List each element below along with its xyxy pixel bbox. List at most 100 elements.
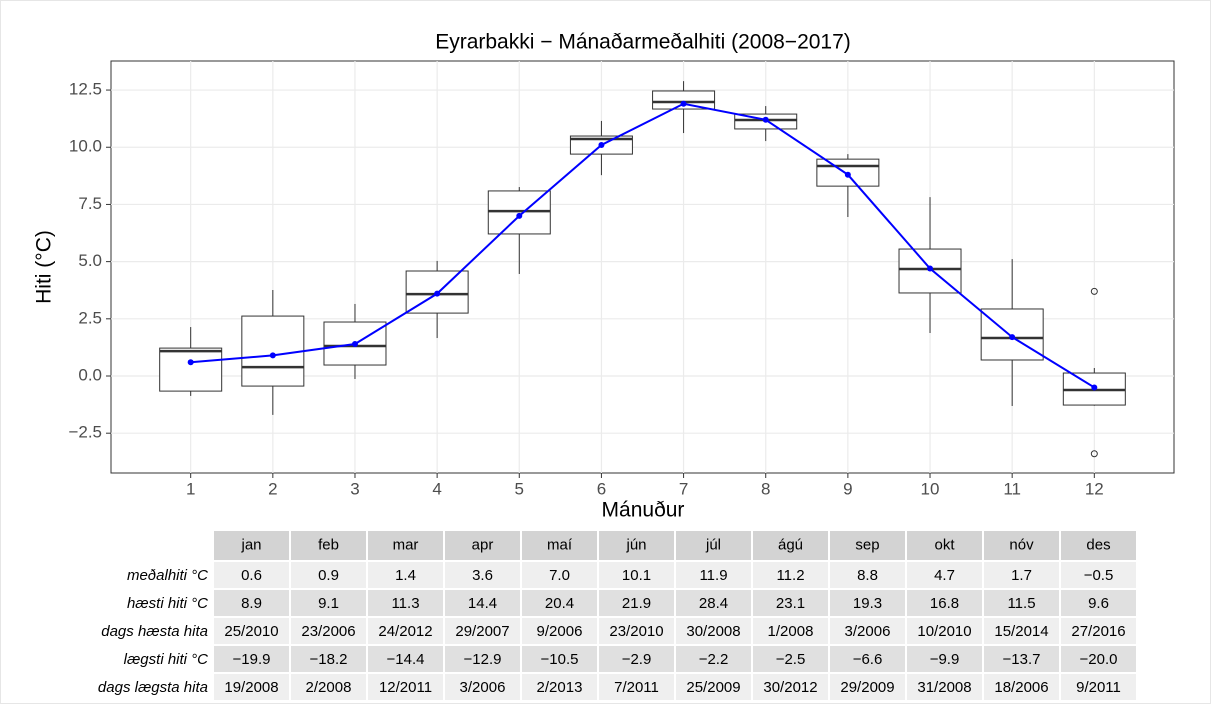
plot-panel xyxy=(110,60,1175,474)
cell xyxy=(830,618,905,644)
y-tick-label: 2.5 xyxy=(78,308,102,327)
cell xyxy=(599,618,674,644)
row-label: lægsti hiti °C xyxy=(124,651,209,668)
cell-text: 31/2008 xyxy=(917,679,971,696)
cell-text: 19.3 xyxy=(853,595,882,612)
cell-text: 2/2013 xyxy=(537,679,583,696)
cell-text: 7/2011 xyxy=(614,679,659,696)
cell xyxy=(214,646,289,672)
cell-text: 25/2009 xyxy=(686,679,740,696)
cell xyxy=(599,646,674,672)
cell xyxy=(1061,674,1136,700)
cell xyxy=(214,618,289,644)
x-tick-label: 12 xyxy=(1085,479,1104,498)
cell-text: 23/2006 xyxy=(301,623,355,640)
cell xyxy=(368,674,443,700)
cell xyxy=(599,674,674,700)
cell-text: 14.4 xyxy=(468,595,497,612)
x-tick-label: 1 xyxy=(186,479,195,498)
cell-text: −20.0 xyxy=(1080,651,1118,668)
cell xyxy=(522,562,597,588)
mean-point xyxy=(1091,384,1098,391)
cell-text: 4.7 xyxy=(934,567,955,584)
cell xyxy=(368,646,443,672)
cell-text: 0.9 xyxy=(318,567,339,584)
cell-text: 27/2016 xyxy=(1071,623,1125,640)
cell xyxy=(907,646,982,672)
cell xyxy=(522,646,597,672)
cell-text: −14.4 xyxy=(387,651,425,668)
mean-point xyxy=(1009,334,1016,341)
cell-text: 2/2008 xyxy=(306,679,352,696)
y-tick-label: 0.0 xyxy=(78,365,102,384)
y-tick-label: −2.5 xyxy=(68,423,102,442)
mean-line xyxy=(190,102,1095,389)
cell-text: 11.3 xyxy=(391,595,419,612)
header-text: okt xyxy=(934,536,955,553)
cell-text: 21.9 xyxy=(622,595,651,612)
cell xyxy=(907,590,982,616)
cell xyxy=(522,590,597,616)
cell xyxy=(753,562,828,588)
header-text: jún xyxy=(625,536,646,553)
cell xyxy=(830,674,905,700)
cell-text: 29/2007 xyxy=(455,623,509,640)
box xyxy=(241,315,305,387)
cell xyxy=(984,674,1059,700)
cell xyxy=(753,674,828,700)
cell-text: 9.6 xyxy=(1088,595,1109,612)
cell-text: 18/2006 xyxy=(994,679,1048,696)
cell xyxy=(368,618,443,644)
cell-text: 3/2006 xyxy=(460,679,506,696)
cell-text: 10/2010 xyxy=(917,623,971,640)
cell-text: 9/2011 xyxy=(1076,679,1121,696)
header-cell xyxy=(522,531,597,560)
box xyxy=(652,90,716,110)
cell-text: 3/2006 xyxy=(845,623,891,640)
cell-text: 30/2008 xyxy=(686,623,740,640)
cell-text: 15/2014 xyxy=(994,623,1048,640)
x-tick-label: 4 xyxy=(432,479,441,498)
header-text: apr xyxy=(472,536,494,553)
cell-text: −13.7 xyxy=(1003,651,1041,668)
cell-text: −18.2 xyxy=(310,651,348,668)
cell xyxy=(1061,562,1136,588)
cell xyxy=(830,646,905,672)
cell xyxy=(676,646,751,672)
chart-title: Eyrarbakki − Mánaðarmeðalhiti (2008−2017… xyxy=(435,31,851,54)
cell xyxy=(291,618,366,644)
header-text: des xyxy=(1086,536,1110,553)
header-cell xyxy=(599,531,674,560)
row-label: meðalhiti °C xyxy=(127,567,208,584)
cell xyxy=(984,618,1059,644)
cell-text: −10.5 xyxy=(541,651,579,668)
header-text: sep xyxy=(855,536,879,553)
mean-point xyxy=(927,265,934,272)
header-cell xyxy=(291,531,366,560)
header-text: ágú xyxy=(778,536,803,553)
cell xyxy=(368,590,443,616)
cell xyxy=(676,590,751,616)
cell-text: 11.9 xyxy=(699,567,727,584)
x-tick-label: 2 xyxy=(268,479,277,498)
cell xyxy=(291,674,366,700)
cell-text: 3.6 xyxy=(472,567,493,584)
cell-text: 1.4 xyxy=(395,567,416,584)
mean-point xyxy=(844,171,851,178)
cell-text: −12.9 xyxy=(464,651,502,668)
x-tick-label: 7 xyxy=(679,479,688,498)
mean-point xyxy=(680,100,687,107)
cell xyxy=(368,562,443,588)
cell xyxy=(907,674,982,700)
cell xyxy=(445,674,520,700)
row-label: dags hæsta hita xyxy=(101,623,208,640)
cell xyxy=(753,646,828,672)
header-cell xyxy=(676,531,751,560)
header-cell xyxy=(907,531,982,560)
cell-text: 24/2012 xyxy=(378,623,432,640)
mean-point xyxy=(351,340,358,347)
cell-text: −0.5 xyxy=(1084,567,1114,584)
cell xyxy=(445,618,520,644)
x-tick-label: 5 xyxy=(515,479,524,498)
